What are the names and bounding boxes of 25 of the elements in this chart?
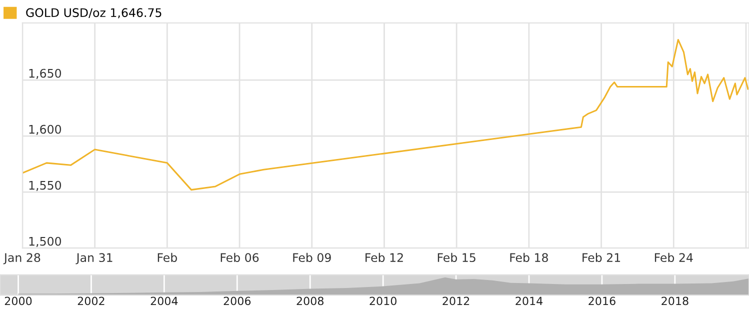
x-tick-label: Jan 28 <box>3 253 40 264</box>
x-tick-label: 2012 <box>442 296 470 306</box>
y-tick-label: 1,500 <box>29 236 62 247</box>
x-tick-label: Jan 31 <box>76 253 112 264</box>
x-tick-label: 2000 <box>4 296 32 306</box>
x-tick-label: Feb 18 <box>510 252 548 262</box>
x-tick-label: Feb <box>158 252 177 262</box>
x-tick-label: Feb 24 <box>654 252 693 262</box>
x-tick-label: Feb 12 <box>366 252 403 262</box>
x-tick-label: 2008 <box>296 296 324 306</box>
y-tick-label: 1,650 <box>29 68 62 79</box>
x-tick-label: Feb 06 <box>220 252 259 262</box>
x-tick-label: 2016 <box>588 296 616 306</box>
y-tick-label: 1,550 <box>29 180 62 191</box>
x-tick-label: 2002 <box>78 296 104 306</box>
legend-label: GOLD USD/oz 1,646.75 <box>26 8 162 18</box>
x-tick-label: 2004 <box>150 296 178 306</box>
x-tick-label: 2018 <box>662 296 688 306</box>
x-tick-label: Feb 15 <box>438 252 476 262</box>
x-tick-label: 2006 <box>224 296 251 306</box>
x-tick-label: Feb 21 <box>582 252 620 262</box>
x-tick-label: 2014 <box>516 296 543 306</box>
x-tick-label: 2010 <box>370 296 396 306</box>
y-tick-label: 1,600 <box>29 124 62 135</box>
x-tick-label: Feb 09 <box>293 252 331 262</box>
